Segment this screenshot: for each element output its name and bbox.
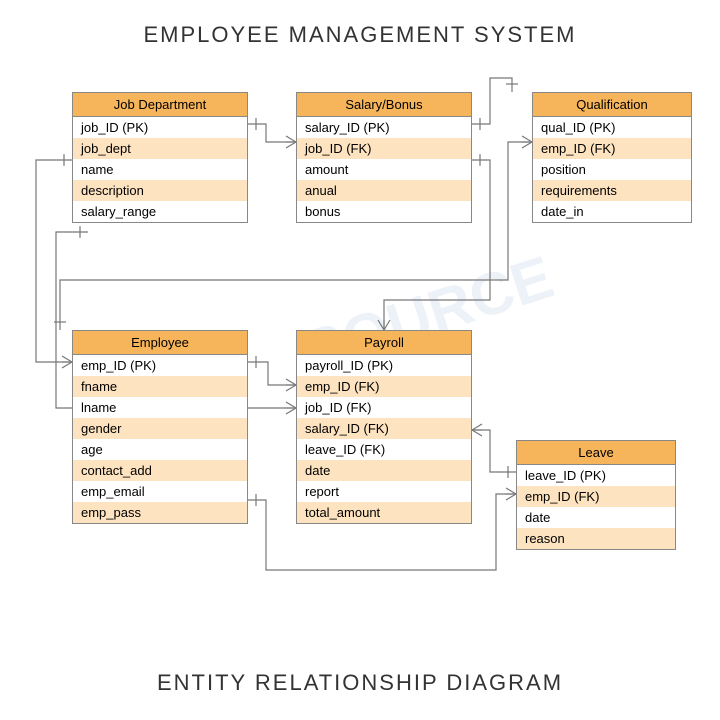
entity-field: gender (73, 418, 247, 439)
entity-header: Leave (517, 441, 675, 465)
entity-field: emp_pass (73, 502, 247, 523)
entity-field: report (297, 481, 471, 502)
entity-field: total_amount (297, 502, 471, 523)
entity-field: name (73, 159, 247, 180)
entity-field: emp_email (73, 481, 247, 502)
entity-field: date (517, 507, 675, 528)
entity-payroll: Payrollpayroll_ID (PK)emp_ID (FK)job_ID … (296, 330, 472, 524)
entity-field: job_ID (FK) (297, 397, 471, 418)
entity-salary_bonus: Salary/Bonussalary_ID (PK)job_ID (FK)amo… (296, 92, 472, 223)
entity-field: emp_ID (PK) (73, 355, 247, 376)
entity-qualification: Qualificationqual_ID (PK)emp_ID (FK)posi… (532, 92, 692, 223)
entity-employee: Employeeemp_ID (PK)fnamelnamegenderageco… (72, 330, 248, 524)
entity-field: salary_range (73, 201, 247, 222)
entity-field: date_in (533, 201, 691, 222)
entity-header: Salary/Bonus (297, 93, 471, 117)
entity-field: requirements (533, 180, 691, 201)
entity-layer: Job Departmentjob_ID (PK)job_deptnamedes… (0, 0, 720, 720)
entity-header: Qualification (533, 93, 691, 117)
entity-field: job_dept (73, 138, 247, 159)
entity-leave: Leaveleave_ID (PK)emp_ID (FK)datereason (516, 440, 676, 550)
entity-header: Payroll (297, 331, 471, 355)
entity-field: leave_ID (PK) (517, 465, 675, 486)
entity-field: payroll_ID (PK) (297, 355, 471, 376)
entity-field: anual (297, 180, 471, 201)
entity-field: reason (517, 528, 675, 549)
entity-field: description (73, 180, 247, 201)
entity-field: job_ID (FK) (297, 138, 471, 159)
entity-field: contact_add (73, 460, 247, 481)
entity-job_department: Job Departmentjob_ID (PK)job_deptnamedes… (72, 92, 248, 223)
entity-field: emp_ID (FK) (517, 486, 675, 507)
entity-field: lname (73, 397, 247, 418)
entity-field: position (533, 159, 691, 180)
entity-header: Job Department (73, 93, 247, 117)
entity-field: emp_ID (FK) (533, 138, 691, 159)
entity-header: Employee (73, 331, 247, 355)
entity-field: date (297, 460, 471, 481)
entity-field: qual_ID (PK) (533, 117, 691, 138)
entity-field: salary_ID (FK) (297, 418, 471, 439)
entity-field: fname (73, 376, 247, 397)
entity-field: leave_ID (FK) (297, 439, 471, 460)
entity-field: amount (297, 159, 471, 180)
entity-field: emp_ID (FK) (297, 376, 471, 397)
entity-field: age (73, 439, 247, 460)
entity-field: bonus (297, 201, 471, 222)
entity-field: salary_ID (PK) (297, 117, 471, 138)
entity-field: job_ID (PK) (73, 117, 247, 138)
